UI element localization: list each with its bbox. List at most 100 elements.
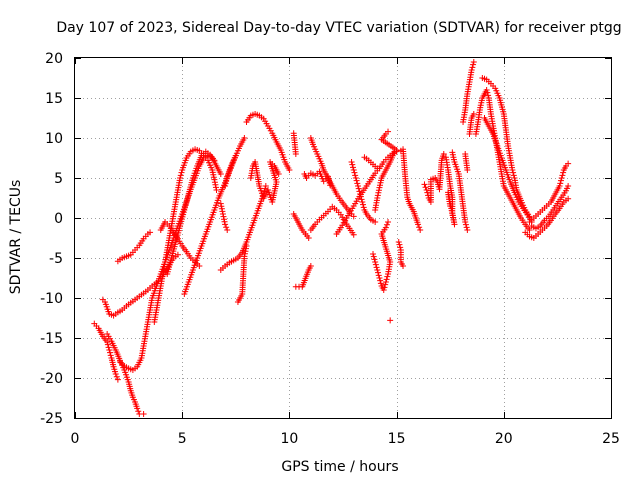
- data-point: [372, 259, 379, 265]
- data-point: [374, 192, 381, 199]
- data-point: [213, 187, 220, 193]
- data-point: [222, 221, 229, 228]
- data-point: [352, 175, 359, 181]
- data-point: [243, 243, 250, 249]
- y-tick-label: 15: [45, 91, 63, 107]
- data-point: [219, 208, 226, 215]
- chart-title: Day 107 of 2023, Sidereal Day-to-day VTE…: [56, 20, 621, 36]
- data-point: [416, 224, 423, 231]
- data-point: [218, 205, 225, 212]
- data-point: [371, 256, 378, 263]
- data-point: [104, 339, 111, 345]
- data-point: [464, 227, 471, 233]
- data-point: [350, 231, 357, 238]
- data-point: [114, 376, 121, 383]
- data-point: [241, 253, 248, 260]
- data-point: [350, 164, 357, 171]
- x-tick-label: 20: [495, 431, 513, 447]
- data-point: [242, 248, 249, 255]
- x-tick-label: 0: [71, 431, 80, 447]
- x-axis-label: GPS time / hours: [281, 459, 398, 475]
- data-point: [483, 87, 490, 93]
- y-axis-label: SDTVAR / TECUs: [8, 180, 24, 295]
- data-point: [372, 261, 379, 268]
- data-point: [375, 272, 382, 279]
- data-point: [359, 199, 366, 205]
- data-point: [360, 204, 367, 211]
- data-point: [370, 251, 377, 257]
- data-point: [397, 244, 404, 251]
- data-point: [556, 183, 563, 189]
- data-point: [377, 277, 384, 284]
- data-point: [211, 176, 218, 183]
- data-points: [91, 59, 572, 417]
- data-point: [565, 183, 572, 189]
- x-tick-label: 5: [178, 431, 187, 447]
- y-tick-label: -10: [40, 291, 63, 307]
- y-tick-label: 10: [45, 131, 63, 147]
- data-point: [355, 185, 362, 192]
- data-point: [211, 157, 218, 164]
- data-point: [557, 177, 564, 184]
- data-point: [376, 275, 383, 281]
- data-point: [107, 352, 114, 359]
- data-point: [377, 280, 384, 287]
- data-point: [375, 189, 382, 196]
- data-point: [107, 349, 114, 356]
- data-point: [242, 245, 249, 252]
- data-point: [382, 279, 389, 285]
- tick-labels: 0 5 10 15 20 25 -25 -20 -15 -10 -5 0 5 10 15 20: [40, 51, 620, 447]
- data-point: [350, 213, 357, 220]
- data-point: [140, 411, 147, 417]
- data-point: [241, 135, 248, 141]
- data-point: [218, 203, 225, 210]
- data-point: [217, 171, 224, 177]
- data-point: [560, 169, 567, 176]
- data-point: [351, 169, 358, 176]
- y-tick-label: -25: [40, 411, 63, 427]
- data-point: [232, 152, 239, 159]
- data-point: [224, 227, 231, 233]
- y-tick-label: -20: [40, 371, 63, 387]
- data-point: [356, 188, 363, 195]
- data-point: [211, 179, 218, 186]
- data-point: [357, 193, 364, 200]
- data-point: [177, 172, 184, 179]
- data-point: [219, 211, 226, 217]
- data-point: [358, 196, 365, 203]
- data-point: [221, 218, 228, 225]
- x-tick-label: 10: [280, 431, 298, 447]
- data-point: [348, 159, 355, 165]
- data-point: [526, 227, 533, 233]
- data-point: [382, 224, 389, 231]
- data-point: [360, 201, 367, 208]
- data-point: [212, 181, 219, 188]
- data-point: [557, 180, 564, 187]
- data-point: [380, 287, 387, 293]
- data-point: [484, 89, 491, 96]
- data-point: [382, 281, 389, 288]
- data-point: [464, 167, 471, 173]
- data-point: [135, 408, 142, 415]
- data-point: [104, 341, 111, 348]
- data-point: [375, 269, 382, 276]
- data-point: [134, 405, 141, 412]
- data-point: [223, 224, 230, 231]
- grid-lines: [75, 58, 611, 418]
- data-point: [462, 219, 469, 225]
- data-point: [196, 263, 203, 269]
- data-point: [217, 200, 224, 207]
- data-point: [470, 59, 477, 65]
- data-point: [352, 172, 359, 179]
- data-point: [374, 267, 381, 273]
- data-point: [423, 187, 430, 193]
- data-point: [241, 250, 248, 257]
- data-point: [220, 213, 227, 220]
- data-point: [375, 187, 382, 194]
- data-point: [349, 161, 356, 168]
- data-point: [565, 195, 572, 202]
- data-point: [178, 169, 185, 176]
- data-point: [421, 181, 428, 188]
- data-point: [469, 64, 476, 71]
